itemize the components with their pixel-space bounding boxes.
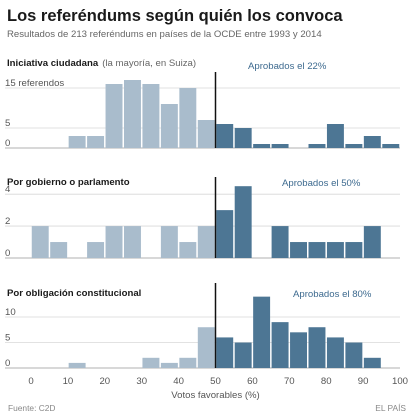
approval-annotation: Aprobados el 50%	[282, 178, 361, 189]
x-tick-label: 50	[210, 376, 221, 387]
histogram-bar	[382, 144, 400, 148]
histogram-bar	[271, 322, 289, 368]
histogram-bar	[179, 242, 197, 258]
x-tick-label: 0	[28, 376, 33, 387]
brand-label: EL PAÍS	[375, 403, 406, 413]
histogram-bar	[179, 88, 197, 148]
histogram-bar	[326, 242, 344, 258]
histogram-bar	[290, 332, 307, 368]
panels: 0 5 15 referendos Iniciativa ciudadana (la m…	[5, 58, 400, 369]
histogram-bar	[142, 84, 160, 148]
histogram-bar	[68, 136, 86, 148]
histogram-bar	[197, 327, 215, 368]
histogram-bar	[345, 144, 363, 148]
y-tick-label: 2	[5, 216, 10, 227]
x-axis: 0 10 20 30 40 50 60 70 80 90 100 Votos favorables (…	[28, 376, 408, 401]
histogram-bar	[253, 144, 271, 148]
histogram-bar	[326, 124, 344, 148]
y-tick-label: 0	[5, 248, 10, 259]
histogram-bar	[216, 210, 234, 258]
source-note: Fuente: C2D	[8, 403, 55, 413]
histogram-bar	[31, 226, 49, 258]
y-tick-label: 0	[5, 358, 10, 369]
panel-title: Iniciativa ciudadana	[7, 58, 99, 69]
histogram-bar	[197, 120, 215, 148]
histogram-bar	[87, 136, 105, 148]
chart-subtitle: Resultados de 213 referéndums en países …	[7, 29, 322, 40]
x-tick-label: 30	[136, 376, 147, 387]
histogram-bar	[290, 242, 307, 258]
histogram-bar	[271, 144, 289, 148]
histogram-bar	[105, 84, 123, 148]
histogram-bar	[345, 242, 363, 258]
approval-annotation: Aprobados el 80%	[293, 289, 372, 300]
approval-annotation: Aprobados el 22%	[248, 61, 327, 72]
chart-title: Los referéndums según quién los convoca	[7, 7, 343, 25]
x-tick-label: 60	[247, 376, 258, 387]
histogram-bar	[105, 226, 123, 258]
y-tick-label: 5	[5, 118, 10, 129]
x-tick-label: 20	[99, 376, 110, 387]
histogram-bar	[160, 362, 178, 368]
y-tick-label: 15 referendos	[5, 78, 64, 89]
histogram-bar	[363, 357, 381, 368]
histogram-bar	[271, 226, 289, 258]
histogram-bar	[345, 342, 363, 368]
histogram-bar	[50, 242, 68, 258]
panel-1: 0 5 15 referendos Iniciativa ciudadana (la m…	[5, 58, 400, 149]
histogram-bar	[234, 186, 252, 258]
histogram-bar	[124, 80, 141, 148]
panel-title: Por gobierno o parlamento	[7, 177, 130, 188]
x-tick-label: 80	[321, 376, 332, 387]
y-tick-label: 5	[5, 333, 10, 344]
histogram-bar	[308, 327, 326, 368]
y-tick-label: 4	[5, 184, 11, 195]
panel-3: 0 5 10 Por obligación constitucional Aprobad…	[5, 283, 400, 369]
histogram-bar	[308, 242, 326, 258]
panel-title: Por obligación constitucional	[7, 288, 141, 299]
x-tick-label: 70	[284, 376, 295, 387]
histogram-bar	[234, 342, 252, 368]
histogram-bar	[216, 337, 234, 368]
histogram-bar	[216, 124, 234, 148]
y-tick-label: 10	[5, 307, 16, 318]
histogram-bar	[142, 357, 160, 368]
histogram-bar	[326, 337, 344, 368]
x-tick-label: 10	[63, 376, 74, 387]
histogram-bar	[160, 226, 178, 258]
histogram-bar	[197, 226, 215, 258]
histogram-bar	[234, 128, 252, 148]
histogram-bar	[68, 362, 86, 368]
x-tick-label: 100	[392, 376, 408, 387]
histogram-bar	[363, 226, 381, 258]
histogram-bar	[363, 136, 381, 148]
histogram-bar	[124, 226, 141, 258]
x-tick-label: 90	[358, 376, 369, 387]
histogram-bar	[160, 104, 178, 148]
x-tick-label: 40	[173, 376, 184, 387]
histogram-bar	[253, 296, 271, 368]
histogram-bar	[308, 144, 326, 148]
histogram-bar	[87, 242, 105, 258]
x-axis-label: Votos favorables (%)	[171, 390, 260, 401]
panel-note: (la mayoría, en Suiza)	[102, 58, 196, 69]
y-tick-label: 0	[5, 138, 10, 149]
histogram-bar	[179, 357, 197, 368]
